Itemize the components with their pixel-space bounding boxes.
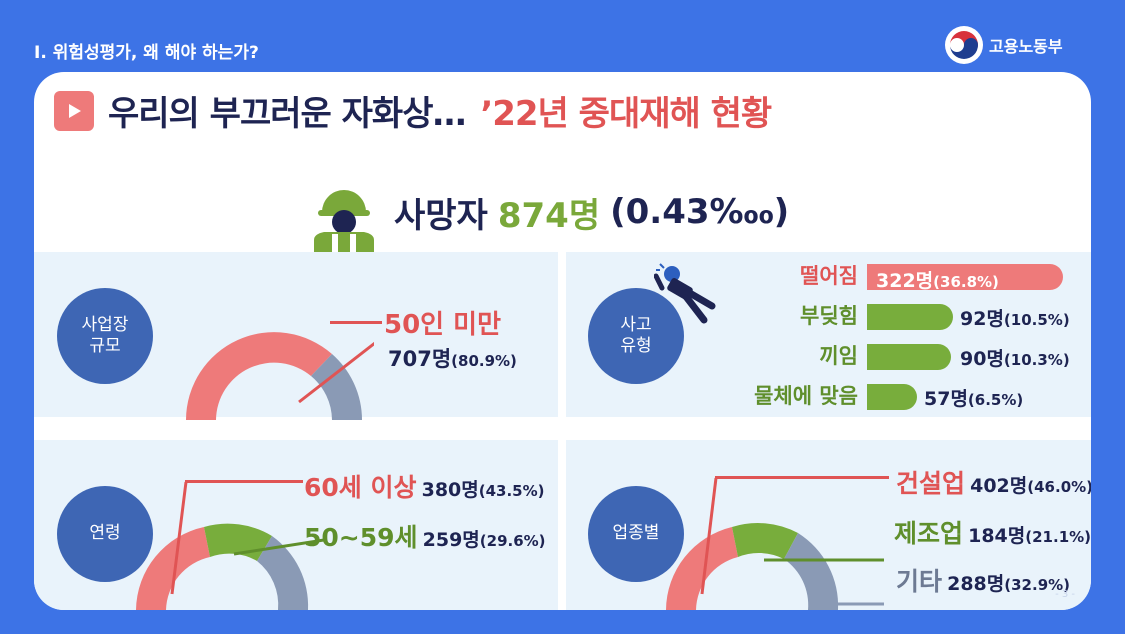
callout-rule-60 — [185, 480, 303, 483]
label-fall: 떨어짐 — [800, 264, 858, 288]
title-row: 우리의 부끄러운 자화상… ’22년 중대재해 현황 — [54, 86, 772, 135]
callout-manufacturing: 제조업 184명(21.1%) — [894, 519, 1091, 548]
bar-fall — [867, 264, 1063, 290]
page-title: 우리의 부끄러운 자화상… — [108, 94, 477, 134]
worker-icon — [314, 190, 374, 252]
callout-60-plus: 60세 이상 380명(43.5%) — [304, 473, 545, 502]
value-struck: 57명(6.5%) — [924, 388, 1024, 410]
label-collision: 부딪힘 — [800, 304, 858, 328]
circle-label-industry: 업종별 — [588, 486, 684, 582]
age-donut-chart — [136, 481, 324, 610]
falling-worker-icon — [654, 263, 716, 324]
label-struck: 물체에 맞음 — [754, 384, 858, 408]
donut-slice-other-industry — [784, 533, 839, 610]
category-under-50: 50인 미만 — [384, 310, 501, 340]
bar-caught — [867, 344, 951, 370]
circle-label-size: 사업장 규모 — [57, 288, 153, 384]
pct-under-50: (80.9%) — [451, 352, 517, 370]
circle-label-age: 연령 — [57, 486, 153, 582]
ministry-name: 고용노동부 — [989, 37, 1063, 56]
donut-slice-construction — [666, 527, 738, 610]
callout-rule-construction — [715, 476, 889, 479]
play-icon — [54, 90, 94, 131]
ministry-emblem-icon — [945, 26, 983, 64]
summary-label: 사망자 — [394, 195, 488, 236]
section-label: Ⅰ. 위험성평가, 왜 해야 하는가? — [34, 43, 259, 63]
industry-donut-chart — [666, 477, 884, 610]
callout-line-50 — [233, 538, 324, 556]
panel-workplace-size: 사업장 규모 50인 미만 707명(80.9%) — [34, 252, 558, 420]
panel-accident-type: 사고 유형 떨어짐 322명(36.8%) 부딪힘 92명(10.5%) 끼임 9… — [566, 252, 1091, 417]
value-caught: 90명(10.3%) — [960, 348, 1070, 370]
page-number: - 3 - — [1055, 589, 1075, 600]
callout-construction: 건설업 402명(46.0%) — [896, 469, 1091, 498]
donut-slice-60-plus — [136, 527, 210, 610]
main-card: 우리의 부끄러운 자화상… ’22년 중대재해 현황 사망자 874명 (0.4… — [34, 72, 1091, 610]
page-title-accent: ’22년 중대재해 현황 — [480, 94, 772, 134]
callout-50-59: 50~59세 259명(29.6%) — [304, 523, 546, 552]
donut-slice-under-50 — [186, 332, 332, 420]
callout-other: 기타 288명(32.9%) — [896, 567, 1071, 596]
size-donut-chart — [186, 332, 374, 420]
fatality-summary: 사망자 874명 (0.43‱) — [304, 172, 789, 252]
value-under-50: 707명 — [388, 347, 452, 371]
value-fall: 322명(36.8%) — [876, 270, 999, 292]
bar-struck — [867, 384, 917, 410]
value-collision: 92명(10.5%) — [960, 308, 1070, 330]
bar-collision — [867, 304, 953, 330]
callout-line — [298, 341, 374, 404]
summary-value: 874명 — [497, 195, 601, 236]
callout-line-60 — [170, 481, 188, 595]
callout-line-construction — [700, 477, 718, 595]
summary-rate: (0.43‱) — [610, 192, 790, 232]
ministry-brand: 고용노동부 — [945, 26, 1063, 64]
donut-slice-other-age — [257, 536, 309, 610]
panel-age: 연령 60세 이상 380명(43.5%) 50~59세 259명(29.6%) — [34, 440, 558, 610]
callout-under-50: 50인 미만 707명(80.9%) — [330, 304, 517, 373]
panel-industry: 업종별 건설업 402명(46.0%) 제조업 184명(21.1%) 기타 2… — [566, 440, 1091, 610]
circle-label-type: 사고 유형 — [588, 288, 684, 384]
donut-slice-other — [311, 354, 362, 420]
donut-slice-manufacturing — [732, 523, 798, 559]
label-caught: 끼임 — [819, 344, 858, 368]
